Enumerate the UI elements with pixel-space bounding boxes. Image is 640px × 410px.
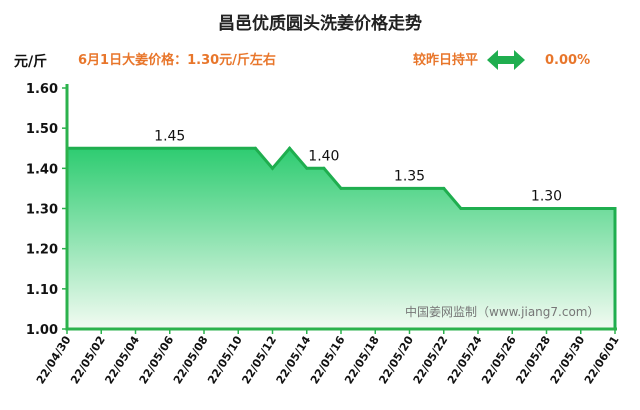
data-label: 1.45 (154, 128, 185, 144)
chart-title: 昌邑优质圆头洗姜价格走势 (218, 13, 422, 34)
y-tick-label: 1.60 (26, 82, 58, 97)
plot-area: 1.001.101.201.301.401.501.6022/04/3022/0… (26, 82, 622, 386)
x-tick-label: 22/05/12 (239, 334, 279, 387)
x-tick-label: 22/05/28 (513, 334, 553, 387)
y-tick-label: 1.40 (26, 162, 58, 177)
data-point (442, 186, 446, 190)
change-value: 0.00% (545, 53, 590, 68)
y-tick-label: 1.30 (26, 203, 58, 218)
data-point (253, 146, 257, 150)
double-arrow-icon (487, 50, 525, 70)
data-point (288, 146, 292, 150)
y-tick-label: 1.10 (26, 283, 58, 298)
watermark: 中国姜网监制（www.jiang7.com） (405, 304, 599, 319)
data-point (271, 166, 274, 170)
y-tick-label: 1.20 (26, 243, 58, 258)
data-label: 1.40 (308, 148, 339, 164)
data-point (339, 186, 343, 190)
x-tick-label: 22/06/01 (582, 334, 622, 387)
compare-label: 较昨日持平 (413, 52, 478, 68)
y-axis-unit: 元/斤 (14, 53, 47, 70)
data-point (613, 207, 617, 210)
y-tick-label: 1.50 (26, 122, 58, 137)
data-point (305, 166, 309, 170)
x-tick-label: 22/05/22 (411, 334, 451, 387)
data-label: 1.35 (394, 168, 425, 184)
price-area (65, 145, 617, 331)
y-tick-label: 1.00 (26, 323, 58, 338)
x-tick-label: 22/05/02 (68, 334, 108, 387)
data-point (322, 166, 326, 170)
data-point (459, 207, 463, 210)
price-note: 6月1日大姜价格：1.30元/斤左右 (78, 52, 276, 68)
x-tick-label: 22/05/18 (342, 334, 382, 387)
x-tick-label: 22/05/08 (171, 334, 211, 387)
data-label: 1.30 (531, 189, 562, 205)
